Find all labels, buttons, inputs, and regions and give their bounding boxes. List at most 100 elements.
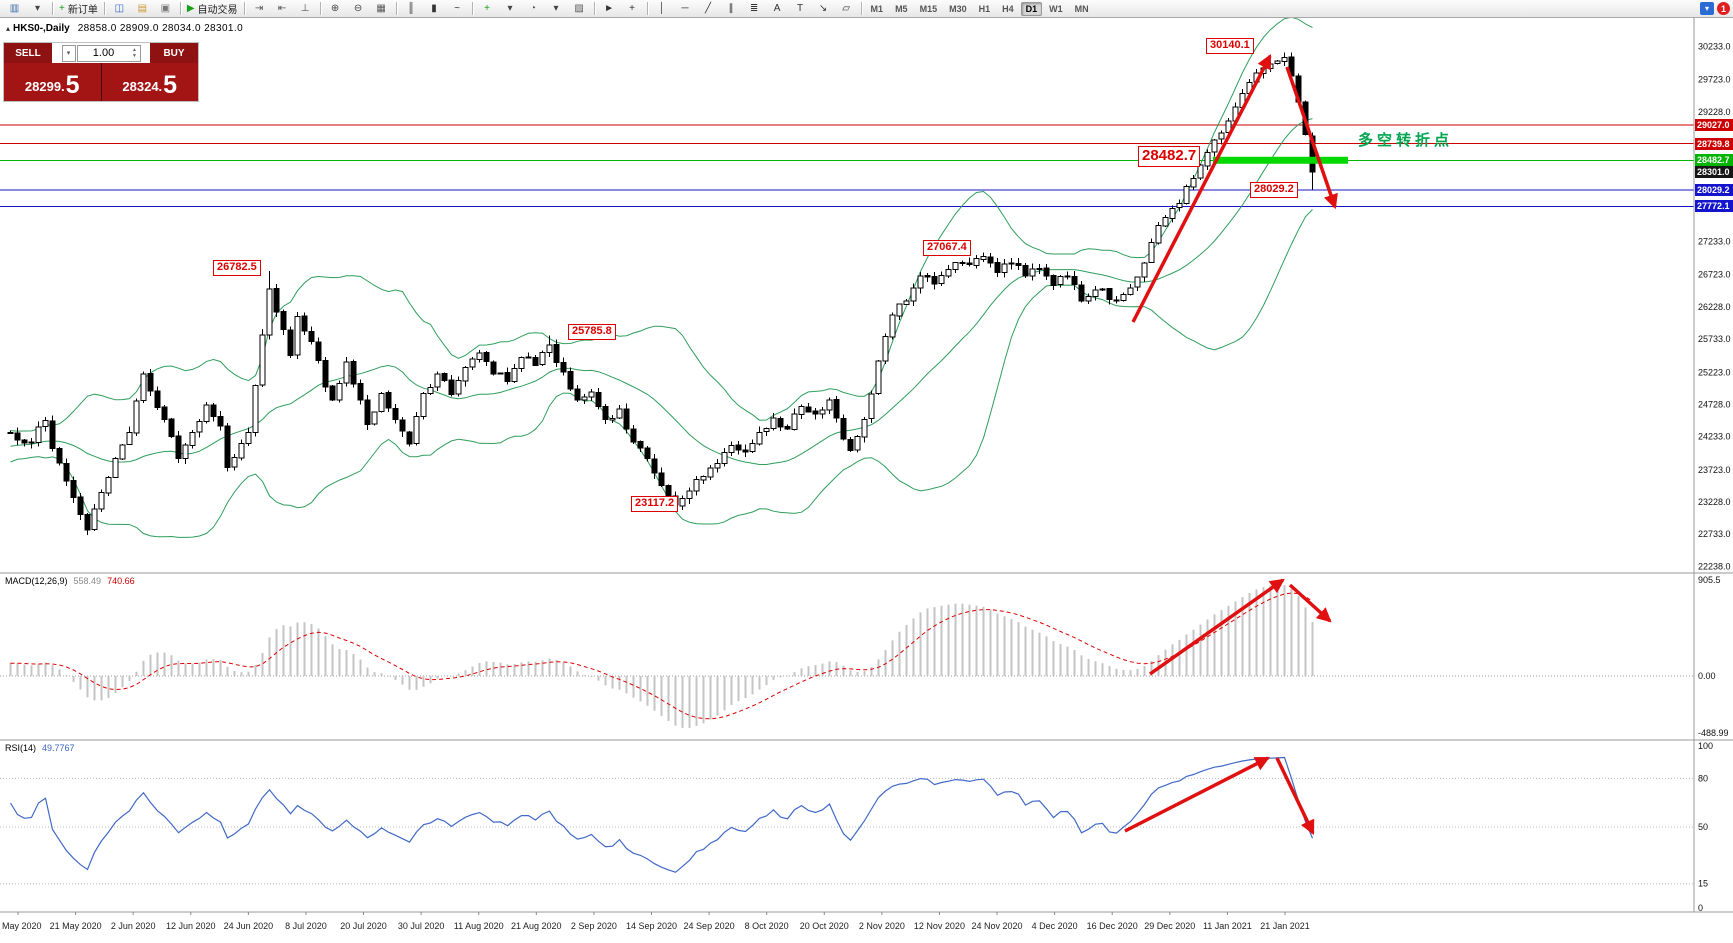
lot-input[interactable]: 1.00 ▲ ▼ [76, 44, 141, 62]
toolbar-right-icons: ▾ 1 [1700, 2, 1730, 15]
new-order-button[interactable]: + 新订单 [56, 0, 101, 17]
svg-text:24 Nov 2020: 24 Nov 2020 [972, 921, 1023, 931]
trend-arrow[interactable] [1148, 578, 1285, 676]
new-chart-icon[interactable]: ▥ [3, 0, 26, 17]
horizontal-line-icon[interactable]: ─ [674, 0, 697, 17]
svg-text:21 Jan 2021: 21 Jan 2021 [1260, 921, 1310, 931]
macd-label: MACD(12,26,9) 558.49 740.66 [5, 576, 135, 586]
candlestick-chart-icon[interactable]: ▮ [423, 0, 446, 17]
crosshair-icon: + [629, 2, 635, 14]
vertical-line-icon[interactable]: │ [651, 0, 674, 17]
profiles-dropdown-icon[interactable]: ▾ [26, 0, 49, 17]
indicators-dropdown-icon[interactable]: ▾ [499, 0, 522, 17]
trend-arrow[interactable] [1275, 757, 1315, 835]
toolbar-separator [179, 2, 181, 15]
tile-windows-icon[interactable]: ▦ [370, 0, 393, 17]
timeframe-w1[interactable]: W1 [1049, 3, 1063, 14]
periods-dropdown-icon[interactable]: ▾ [545, 0, 568, 17]
toolbar-separator [860, 2, 862, 15]
buy-button[interactable]: BUY [150, 43, 198, 63]
notifications-badge[interactable]: 1 [1717, 2, 1730, 15]
periods-icon[interactable]: ◔ [522, 0, 545, 17]
axes [0, 18, 1733, 915]
rsi-indicator [0, 756, 1694, 885]
svg-text:20 Jul 2020: 20 Jul 2020 [340, 921, 387, 931]
lot-stepper[interactable]: ▲ ▼ [132, 47, 137, 59]
svg-text:22733.0: 22733.0 [1698, 529, 1731, 539]
svg-text:26228.0: 26228.0 [1698, 302, 1731, 312]
toolbar-separator [593, 2, 595, 15]
scroll-to-end-icon: ⇥ [254, 2, 264, 14]
navigator-icon: ▣ [160, 2, 171, 14]
rsi-label: RSI(14) 49.7767 [5, 743, 75, 753]
new-order-button: + [59, 2, 65, 14]
line-chart-icon[interactable]: ~ [446, 0, 469, 17]
templates-icon[interactable]: ▨ [568, 0, 591, 17]
svg-text:50: 50 [1698, 822, 1708, 832]
crosshair-icon[interactable]: + [621, 0, 644, 17]
dock-icon[interactable]: ⊥ [294, 0, 317, 17]
bar-chart-icon[interactable]: ║ [400, 0, 423, 17]
channel-icon[interactable]: ∥ [720, 0, 743, 17]
indicators-icon[interactable]: + [476, 0, 499, 17]
svg-text:0.00: 0.00 [1698, 671, 1716, 681]
zoom-in-icon[interactable]: ⊕ [324, 0, 347, 17]
lot-size-area: ▾ 1.00 ▲ ▼ [52, 43, 150, 63]
market-watch-icon[interactable]: ◫ [108, 0, 131, 17]
timeframe-d1[interactable]: D1 [1020, 1, 1043, 16]
turning-point-note[interactable]: 多空转折点 [1358, 132, 1454, 149]
scroll-to-end-icon[interactable]: ⇥ [248, 0, 271, 17]
timeframe-mn[interactable]: MN [1074, 3, 1089, 14]
trend-arrow[interactable] [1285, 66, 1338, 210]
lot-dropdown-icon[interactable]: ▾ [61, 44, 76, 62]
text-label-icon[interactable]: T [789, 0, 812, 17]
data-window-icon[interactable]: ▤ [131, 0, 154, 17]
cursor-icon: ► [604, 2, 614, 14]
trendline-icon: ╱ [705, 2, 712, 14]
market-watch-icon: ◫ [114, 2, 125, 14]
trendline-icon[interactable]: ╱ [697, 0, 720, 17]
svg-text:25733.0: 25733.0 [1698, 334, 1731, 344]
sell-button[interactable]: SELL [4, 43, 52, 63]
chart-shift-icon[interactable]: ⇤ [271, 0, 294, 17]
toolbar-separator [243, 2, 245, 15]
fibonacci-icon[interactable]: ≣ [743, 0, 766, 17]
arrows-tool-icon[interactable]: ↘ [812, 0, 835, 17]
turning-point-band[interactable] [1213, 156, 1348, 164]
zoom-out-icon[interactable]: ⊖ [347, 0, 370, 17]
sell-price[interactable]: 28299. 5 [4, 63, 101, 101]
timeframe-h1[interactable]: H1 [978, 3, 991, 14]
navigator-icon[interactable]: ▣ [154, 0, 177, 17]
buy-price[interactable]: 28324. 5 [101, 63, 198, 101]
shapes-icon[interactable]: ▱ [835, 0, 858, 17]
timeframe-m15[interactable]: M15 [919, 3, 938, 14]
timeframe-m1[interactable]: M1 [870, 3, 884, 14]
svg-text:29228.0: 29228.0 [1698, 107, 1731, 117]
svg-text:27233.0: 27233.0 [1698, 237, 1731, 247]
trend-arrow[interactable] [1124, 756, 1270, 833]
horizontal-level-lines[interactable] [0, 124, 1694, 207]
cursor-icon[interactable]: ► [598, 0, 621, 17]
line-chart-icon: ~ [454, 2, 460, 14]
lot-value[interactable]: 1.00 [92, 47, 115, 59]
timeframe-m30[interactable]: M30 [949, 3, 967, 14]
candlestick-chart-icon: ▮ [431, 2, 437, 14]
ohlc-values: 28858.0 28909.0 28034.0 28301.0 [77, 23, 244, 34]
drawn-objects[interactable] [1124, 54, 1348, 835]
timeframe-h4[interactable]: H4 [1002, 3, 1014, 14]
auto-trading-button[interactable]: ▶ 自动交易 [184, 0, 241, 17]
symbol-name: HKS0-,Daily [13, 23, 70, 34]
vertical-line-icon: │ [658, 2, 666, 14]
layouts-icon[interactable]: ▾ [1700, 2, 1714, 15]
svg-text:11 Aug 2020: 11 Aug 2020 [454, 921, 504, 931]
svg-text:-488.99: -488.99 [1698, 728, 1729, 738]
zoom-out-icon: ⊖ [353, 2, 363, 14]
text-icon[interactable]: A [766, 0, 789, 17]
trend-arrow[interactable] [1131, 54, 1272, 323]
trend-arrow[interactable] [1288, 583, 1332, 623]
timeframe-m5[interactable]: M5 [895, 3, 908, 14]
fibonacci-icon: ≣ [749, 2, 759, 14]
svg-text:23228.0: 23228.0 [1698, 497, 1731, 507]
